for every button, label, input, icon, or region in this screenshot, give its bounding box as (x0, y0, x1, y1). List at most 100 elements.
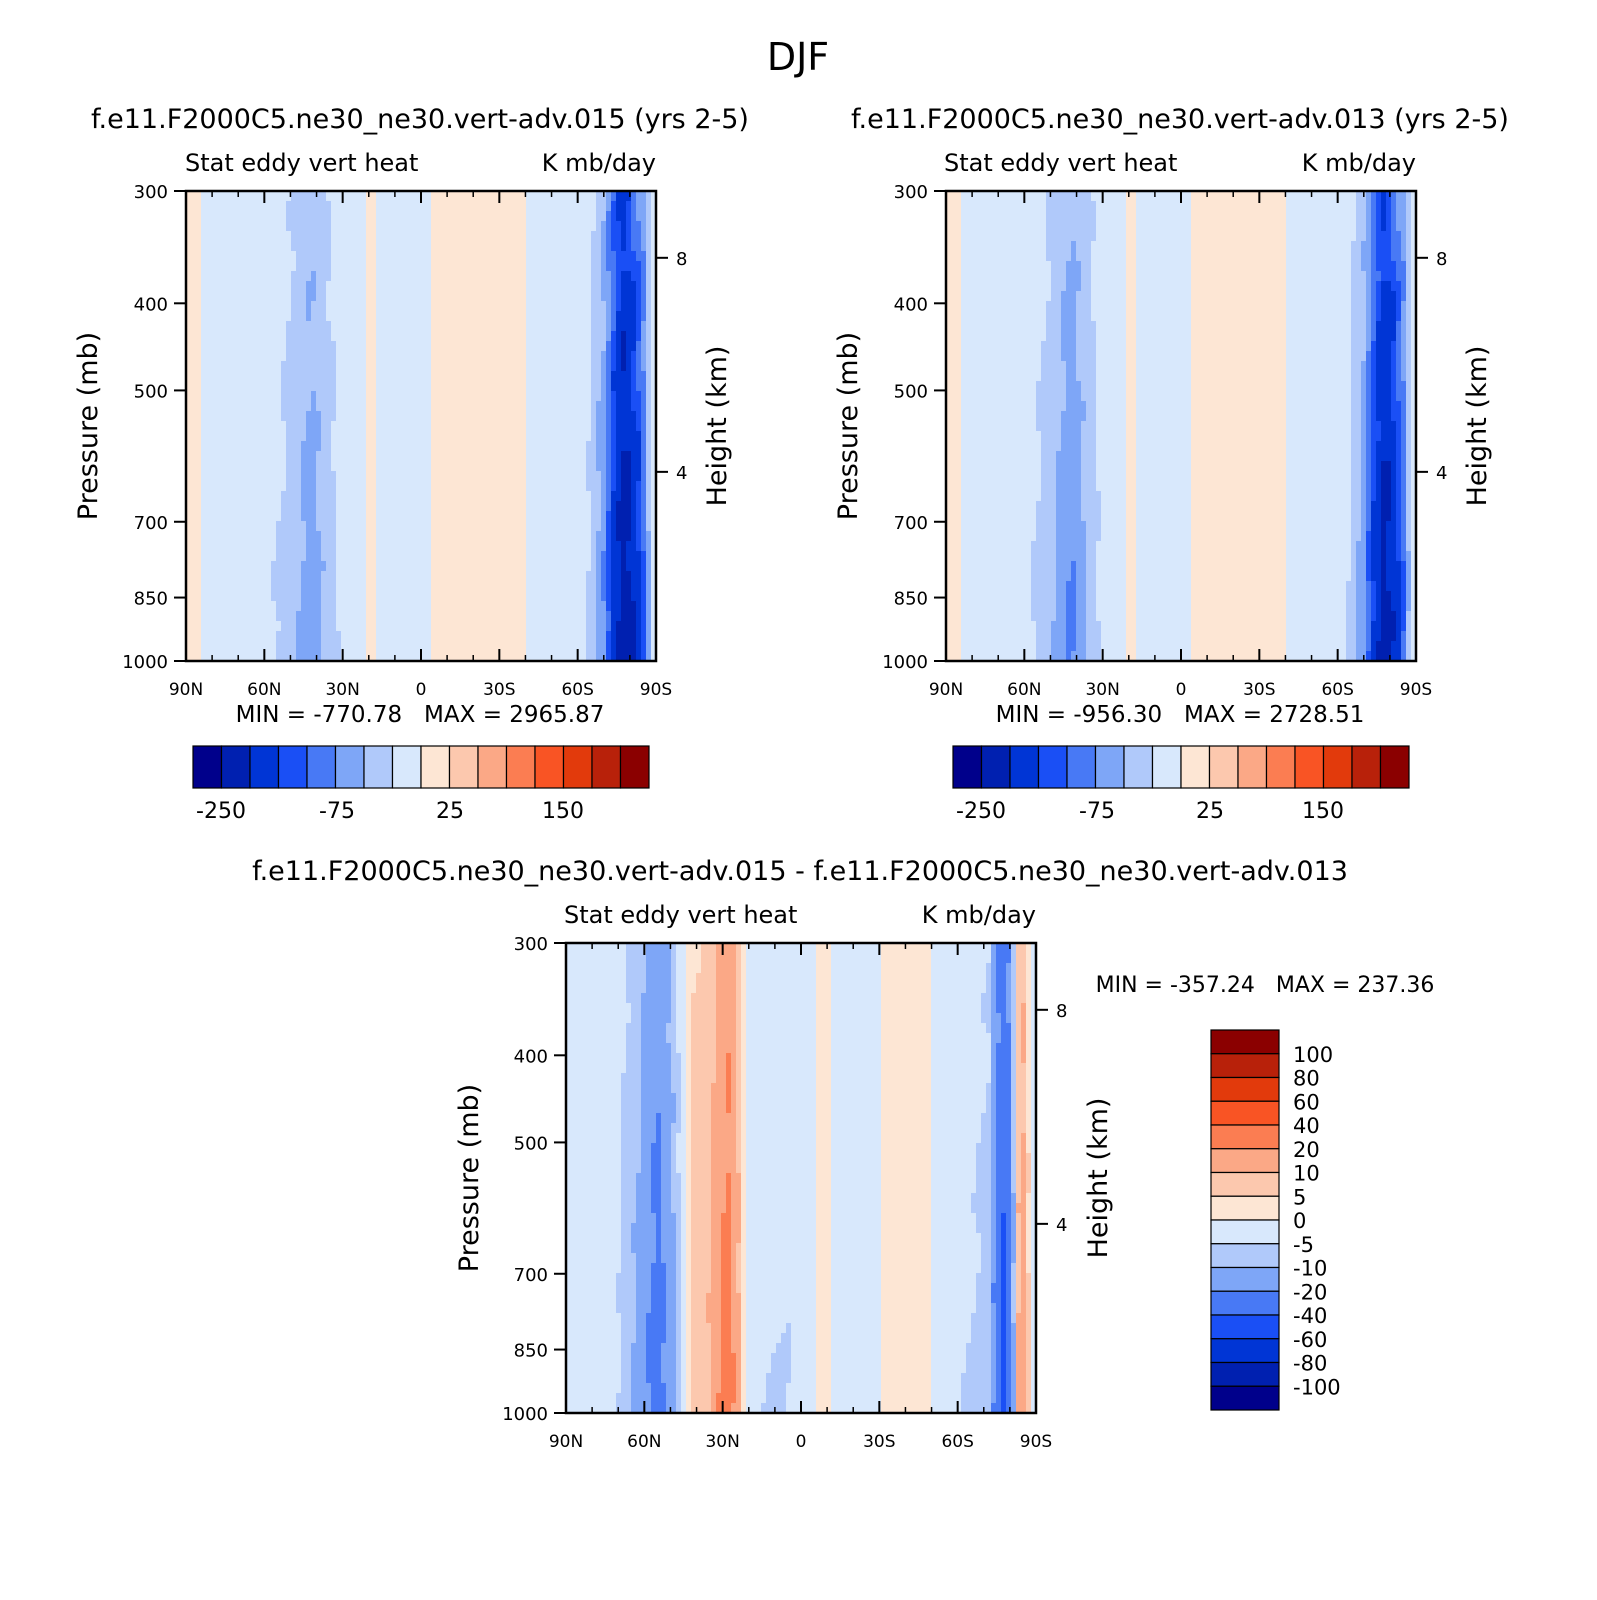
field-cell (541, 311, 547, 322)
field-cell (981, 621, 987, 632)
field-cell (621, 481, 627, 492)
field-cell (306, 491, 312, 502)
field-cell (586, 521, 592, 532)
field-cell (346, 261, 352, 272)
field-cell (426, 221, 432, 232)
field-cell (326, 601, 332, 612)
field-cell (276, 601, 282, 612)
field-cell (426, 621, 432, 632)
field-cell (436, 561, 442, 572)
field-cell (651, 351, 657, 362)
field-cell (461, 421, 467, 432)
field-cell (991, 331, 997, 342)
field-cell (391, 651, 397, 662)
field-cell (266, 261, 272, 272)
field-cell (596, 381, 602, 392)
field-cell (226, 381, 232, 392)
field-cell (646, 251, 652, 262)
field-cell (386, 621, 392, 632)
field-cell (336, 531, 342, 542)
field-cell (521, 301, 527, 312)
field-cell (966, 601, 972, 612)
field-cell (986, 501, 992, 512)
field-cell (411, 401, 417, 412)
field-cell (581, 511, 587, 522)
field-cell (451, 341, 457, 352)
field-cell (231, 361, 237, 372)
field-cell (581, 321, 587, 332)
field-cell (421, 231, 427, 242)
field-cell (211, 471, 217, 482)
field-cell (991, 461, 997, 472)
field-cell (571, 381, 577, 392)
field-cell (536, 591, 542, 602)
field-cell (516, 291, 522, 302)
field-cell (456, 501, 462, 512)
field-cell (576, 331, 582, 342)
field-cell (961, 471, 967, 482)
field-cell (346, 331, 352, 342)
field-cell (201, 351, 207, 362)
field-cell (371, 261, 377, 272)
field-cell (191, 221, 197, 232)
field-cell (401, 431, 407, 442)
field-cell (521, 341, 527, 352)
field-cell (201, 641, 207, 652)
field-cell (516, 621, 522, 632)
field-cell (281, 591, 287, 602)
field-cell (536, 601, 542, 612)
field-cell (226, 241, 232, 252)
field-cell (576, 401, 582, 412)
field-cell (991, 271, 997, 282)
field-cell (316, 521, 322, 532)
field-cell (631, 221, 637, 232)
field-cell (236, 591, 242, 602)
field-cell (311, 511, 317, 522)
field-cell (466, 261, 472, 272)
field-cell (266, 281, 272, 292)
field-cell (356, 261, 362, 272)
field-cell (636, 191, 642, 202)
field-cell (351, 501, 357, 512)
field-cell (626, 591, 632, 602)
field-cell (346, 571, 352, 582)
field-cell (296, 641, 302, 652)
field-cell (541, 431, 547, 442)
field-cell (501, 261, 507, 272)
field-cell (301, 231, 307, 242)
field-cell (356, 541, 362, 552)
field-cell (586, 241, 592, 252)
field-cell (611, 201, 617, 212)
field-cell (411, 411, 417, 422)
field-cell (476, 361, 482, 372)
field-cell (971, 281, 977, 292)
colorbar-label: 25 (436, 799, 464, 824)
field-cell (496, 461, 502, 472)
field-cell (646, 401, 652, 412)
field-cell (986, 391, 992, 402)
field-cell (226, 321, 232, 332)
field-cell (416, 551, 422, 562)
field-cell (311, 551, 317, 562)
field-cell (426, 481, 432, 492)
field-cell (411, 361, 417, 372)
field-cell (366, 561, 372, 572)
field-cell (571, 581, 577, 592)
field-cell (596, 211, 602, 222)
field-cell (436, 531, 442, 542)
field-cell (291, 191, 297, 202)
field-cell (246, 311, 252, 322)
field-cell (646, 221, 652, 232)
field-cell (556, 201, 562, 212)
field-cell (981, 461, 987, 472)
field-cell (351, 651, 357, 662)
field-cell (561, 211, 567, 222)
field-cell (216, 331, 222, 342)
field-cell (466, 411, 472, 422)
field-cell (226, 481, 232, 492)
field-cell (396, 341, 402, 352)
field-cell (261, 311, 267, 322)
field-cell (431, 571, 437, 582)
field-cell (521, 371, 527, 382)
field-cell (416, 341, 422, 352)
